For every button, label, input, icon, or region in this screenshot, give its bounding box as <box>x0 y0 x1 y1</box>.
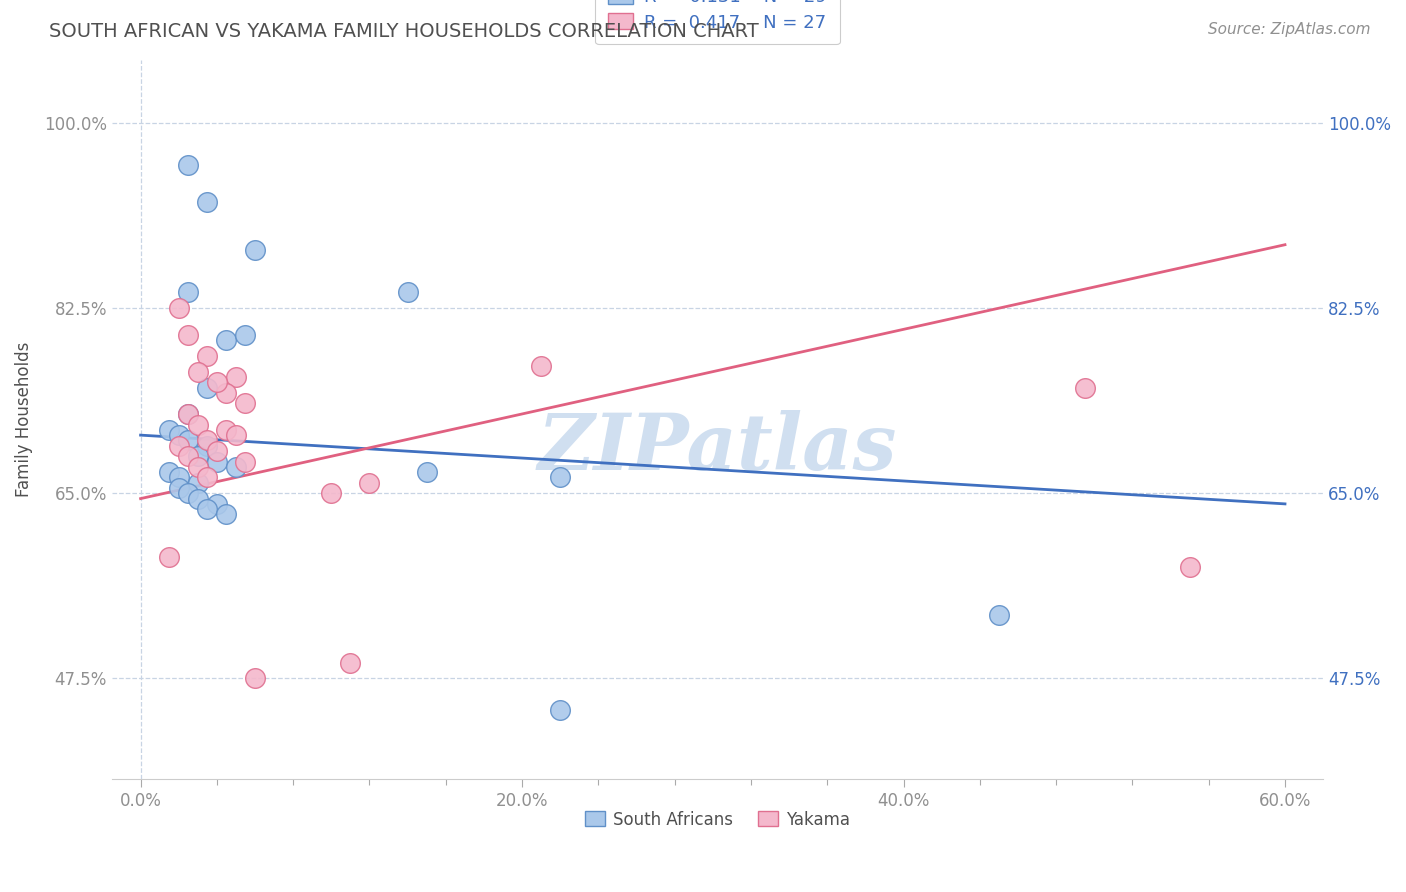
Point <box>205 454 228 468</box>
Point <box>167 301 190 316</box>
Point <box>195 349 218 363</box>
Point <box>215 423 238 437</box>
Point <box>177 285 200 300</box>
Point <box>177 327 200 342</box>
Point <box>177 407 200 421</box>
Point <box>205 444 228 458</box>
Point <box>195 439 218 453</box>
Point <box>1073 380 1095 394</box>
Point <box>177 486 200 500</box>
Text: SOUTH AFRICAN VS YAKAMA FAMILY HOUSEHOLDS CORRELATION CHART: SOUTH AFRICAN VS YAKAMA FAMILY HOUSEHOLD… <box>49 22 759 41</box>
Point <box>215 333 238 347</box>
Point <box>235 327 257 342</box>
Text: Source: ZipAtlas.com: Source: ZipAtlas.com <box>1208 22 1371 37</box>
Point <box>195 470 218 484</box>
Point <box>195 502 218 516</box>
Point <box>177 158 200 172</box>
Point <box>195 434 218 448</box>
Point <box>167 481 190 495</box>
Point <box>157 423 180 437</box>
Point <box>243 243 266 257</box>
Point <box>177 407 200 421</box>
Point <box>225 428 247 442</box>
Point <box>215 385 238 400</box>
Point <box>177 434 200 448</box>
Point <box>187 459 209 474</box>
Point <box>548 470 571 484</box>
Point <box>187 417 209 432</box>
Point <box>205 376 228 390</box>
Point <box>167 439 190 453</box>
Point <box>205 497 228 511</box>
Point <box>1178 560 1201 574</box>
Point <box>225 459 247 474</box>
Point <box>157 549 180 564</box>
Point <box>157 465 180 479</box>
Point <box>195 380 218 394</box>
Point <box>235 454 257 468</box>
Point <box>548 703 571 717</box>
Point <box>321 486 343 500</box>
Point <box>235 396 257 410</box>
Point <box>530 359 553 374</box>
Legend: South Africans, Yakama: South Africans, Yakama <box>578 804 858 835</box>
Point <box>187 475 209 490</box>
Point <box>167 428 190 442</box>
Point <box>187 450 209 464</box>
Text: ZIPatlas: ZIPatlas <box>538 409 897 486</box>
Point <box>339 656 361 670</box>
Point <box>187 491 209 506</box>
Point <box>187 365 209 379</box>
Y-axis label: Family Households: Family Households <box>15 342 32 497</box>
Point <box>225 370 247 384</box>
Point <box>177 450 200 464</box>
Point <box>195 195 218 210</box>
Point <box>987 607 1010 622</box>
Point <box>167 470 190 484</box>
Point <box>215 508 238 522</box>
Point <box>415 465 437 479</box>
Point <box>396 285 419 300</box>
Point <box>243 672 266 686</box>
Point <box>359 475 381 490</box>
